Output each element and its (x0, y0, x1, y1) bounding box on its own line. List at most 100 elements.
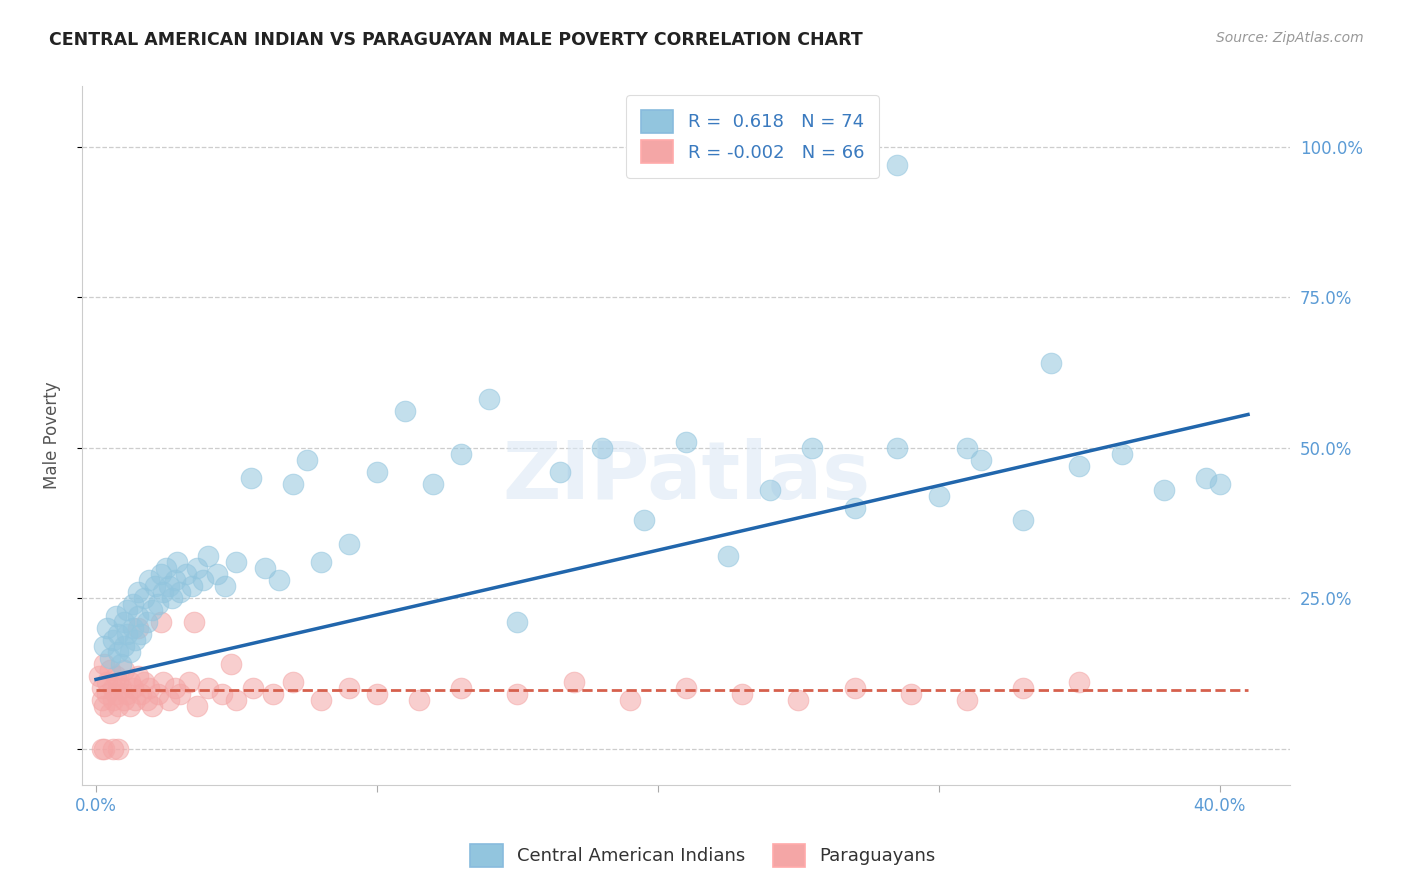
Point (506, 688, 529, 702)
Point (118, 645, 141, 659)
Point (107, 675, 129, 690)
Point (155, 561, 177, 575)
Point (166, 555, 188, 569)
Point (93, 741, 115, 756)
Point (1111, 447, 1133, 461)
Point (191, 573, 214, 587)
Point (93, 657, 115, 672)
Point (124, 693, 146, 707)
Point (107, 627, 129, 641)
Point (163, 573, 186, 587)
Point (110, 681, 132, 696)
Point (1040, 356, 1063, 370)
Point (956, 693, 979, 707)
Point (152, 675, 174, 690)
Point (118, 675, 141, 690)
Point (169, 585, 191, 599)
Point (138, 681, 160, 696)
Point (394, 404, 416, 418)
Point (132, 675, 155, 690)
Point (366, 465, 388, 479)
Point (90, 693, 112, 707)
Point (104, 688, 127, 702)
Point (115, 627, 138, 641)
Point (759, 483, 782, 497)
Point (506, 615, 529, 630)
Point (281, 675, 304, 690)
Point (146, 688, 169, 702)
Legend: Central American Indians, Paraguayans: Central American Indians, Paraguayans (461, 835, 945, 876)
Point (478, 392, 501, 407)
Point (422, 476, 444, 491)
Point (675, 434, 697, 449)
Point (186, 561, 208, 575)
Point (160, 591, 183, 606)
Point (262, 688, 284, 702)
Point (731, 688, 754, 702)
Point (115, 688, 138, 702)
Point (1153, 483, 1175, 497)
Point (149, 615, 172, 630)
Point (1195, 471, 1218, 485)
Point (211, 688, 233, 702)
Point (141, 603, 163, 617)
Point (591, 441, 613, 455)
Point (562, 675, 585, 690)
Point (90, 681, 112, 696)
Text: Source: ZipAtlas.com: Source: ZipAtlas.com (1216, 31, 1364, 45)
Point (1069, 675, 1091, 690)
Point (110, 657, 132, 672)
Legend: R =  0.618   N = 74, R = -0.002   N = 66: R = 0.618 N = 74, R = -0.002 N = 66 (626, 95, 879, 178)
Point (163, 681, 186, 696)
Point (183, 615, 205, 630)
Point (408, 693, 430, 707)
Point (970, 452, 993, 467)
Point (787, 693, 810, 707)
Point (107, 645, 129, 659)
Point (96, 688, 118, 702)
Text: ZIPatlas: ZIPatlas (502, 439, 870, 516)
Point (152, 585, 174, 599)
Point (129, 688, 152, 702)
Point (253, 561, 276, 575)
Point (112, 693, 135, 707)
Point (174, 567, 197, 582)
Point (157, 693, 180, 707)
Point (619, 693, 641, 707)
Point (129, 627, 152, 641)
Text: CENTRAL AMERICAN INDIAN VS PARAGUAYAN MALE POVERTY CORRELATION CHART: CENTRAL AMERICAN INDIAN VS PARAGUAYAN MA… (49, 31, 863, 49)
Point (115, 603, 138, 617)
Point (295, 452, 318, 467)
Point (138, 573, 160, 587)
Point (1069, 458, 1091, 473)
Point (96, 675, 118, 690)
Point (149, 567, 172, 582)
Point (366, 688, 388, 702)
Point (450, 681, 472, 696)
Point (107, 741, 129, 756)
Point (104, 669, 127, 683)
Point (101, 693, 124, 707)
Point (169, 688, 191, 702)
Point (157, 579, 180, 593)
Point (900, 688, 922, 702)
Point (112, 615, 135, 630)
Y-axis label: Male Poverty: Male Poverty (44, 382, 60, 490)
Point (956, 441, 979, 455)
Point (197, 549, 219, 563)
Point (146, 597, 169, 611)
Point (548, 465, 571, 479)
Point (93, 699, 115, 714)
Point (267, 573, 290, 587)
Point (121, 597, 143, 611)
Point (101, 741, 124, 756)
Point (96, 621, 118, 635)
Point (242, 681, 264, 696)
Point (112, 640, 135, 654)
Point (801, 441, 824, 455)
Point (101, 633, 124, 648)
Point (124, 633, 146, 648)
Point (717, 549, 740, 563)
Point (87, 669, 110, 683)
Point (1012, 513, 1035, 527)
